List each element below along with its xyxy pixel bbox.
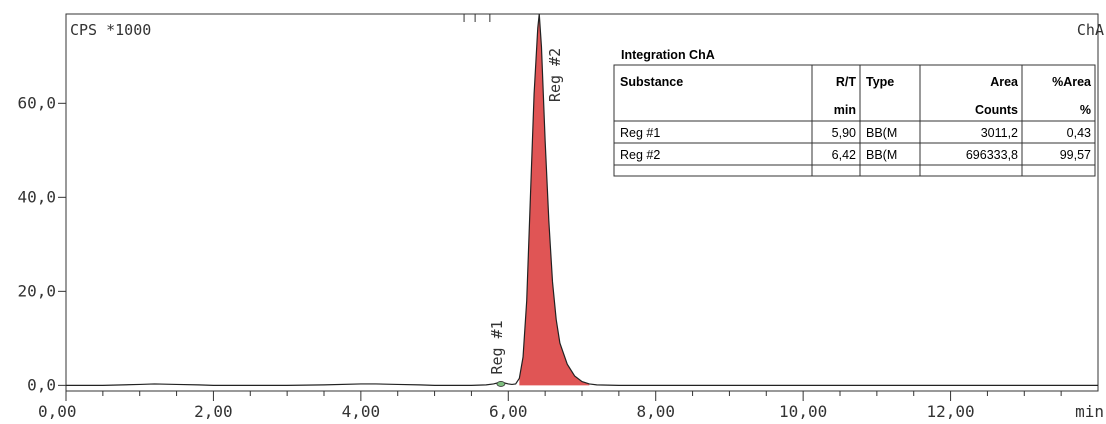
x-tick-label: 2,00 [194, 402, 233, 421]
x-tick-label: 4,00 [342, 402, 381, 421]
table-cell: 99,57 [1060, 148, 1091, 162]
table-cell: BB(M [866, 148, 897, 162]
table-cell: 3011,2 [981, 126, 1018, 140]
x-tick-label: 0,00 [38, 402, 77, 421]
table-header-cell: %Area [1052, 75, 1092, 89]
x-axis: 0,00 2,00 4,00 6,00 8,00 10,00 12,00 min [38, 14, 1104, 421]
y-tick-label: 20,0 [17, 281, 56, 300]
table-cell: 696333,8 [966, 148, 1018, 162]
table-unit-cell: % [1080, 103, 1091, 117]
x-tick-label: 10,00 [779, 402, 827, 421]
reg1-area-marker [496, 381, 506, 387]
table-header-cell: R/T [836, 75, 857, 89]
table-grid [614, 65, 1095, 176]
table-unit-cell: Counts [975, 103, 1018, 117]
y-unit-label: CPS *1000 [70, 21, 151, 39]
table-cells: Substance R/T Type Area %Area min Counts % Reg #… [620, 75, 1092, 162]
channel-label: ChA [1077, 21, 1104, 39]
peak-label: Reg #1 [488, 320, 506, 374]
table-header-cell: Substance [620, 75, 683, 89]
y-tick-label: 40,0 [17, 187, 56, 206]
x-unit-label: min [1075, 402, 1104, 421]
x-tick-label: 12,00 [926, 402, 974, 421]
table-cell: 5,90 [832, 126, 856, 140]
table-title: Integration ChA [621, 48, 715, 62]
integration-table: Integration ChA Substance R/T Type Area %Are… [613, 48, 1096, 177]
table-cell: Reg #1 [620, 126, 660, 140]
table-cell: BB(M [866, 126, 897, 140]
table-cell: 0,43 [1067, 126, 1091, 140]
table-unit-cell: min [834, 103, 856, 117]
x-tick-label: 8,00 [636, 402, 675, 421]
x-tick-label: 6,00 [489, 402, 528, 421]
y-tick-label: 60,0 [17, 93, 56, 112]
peak-label: Reg #2 [546, 48, 564, 102]
signal-trace [66, 13, 1098, 386]
table-cell: 6,42 [832, 148, 856, 162]
peak-labels: Reg #1 Reg #2 [488, 48, 564, 387]
y-tick-label: 0,0 [27, 375, 56, 394]
peak-area-fill [519, 14, 590, 386]
table-header-cell: Type [866, 75, 894, 89]
y-axis: 0,0 20,0 40,0 60,0 [17, 93, 66, 394]
table-header-cell: Area [990, 75, 1019, 89]
table-cell: Reg #2 [620, 148, 660, 162]
